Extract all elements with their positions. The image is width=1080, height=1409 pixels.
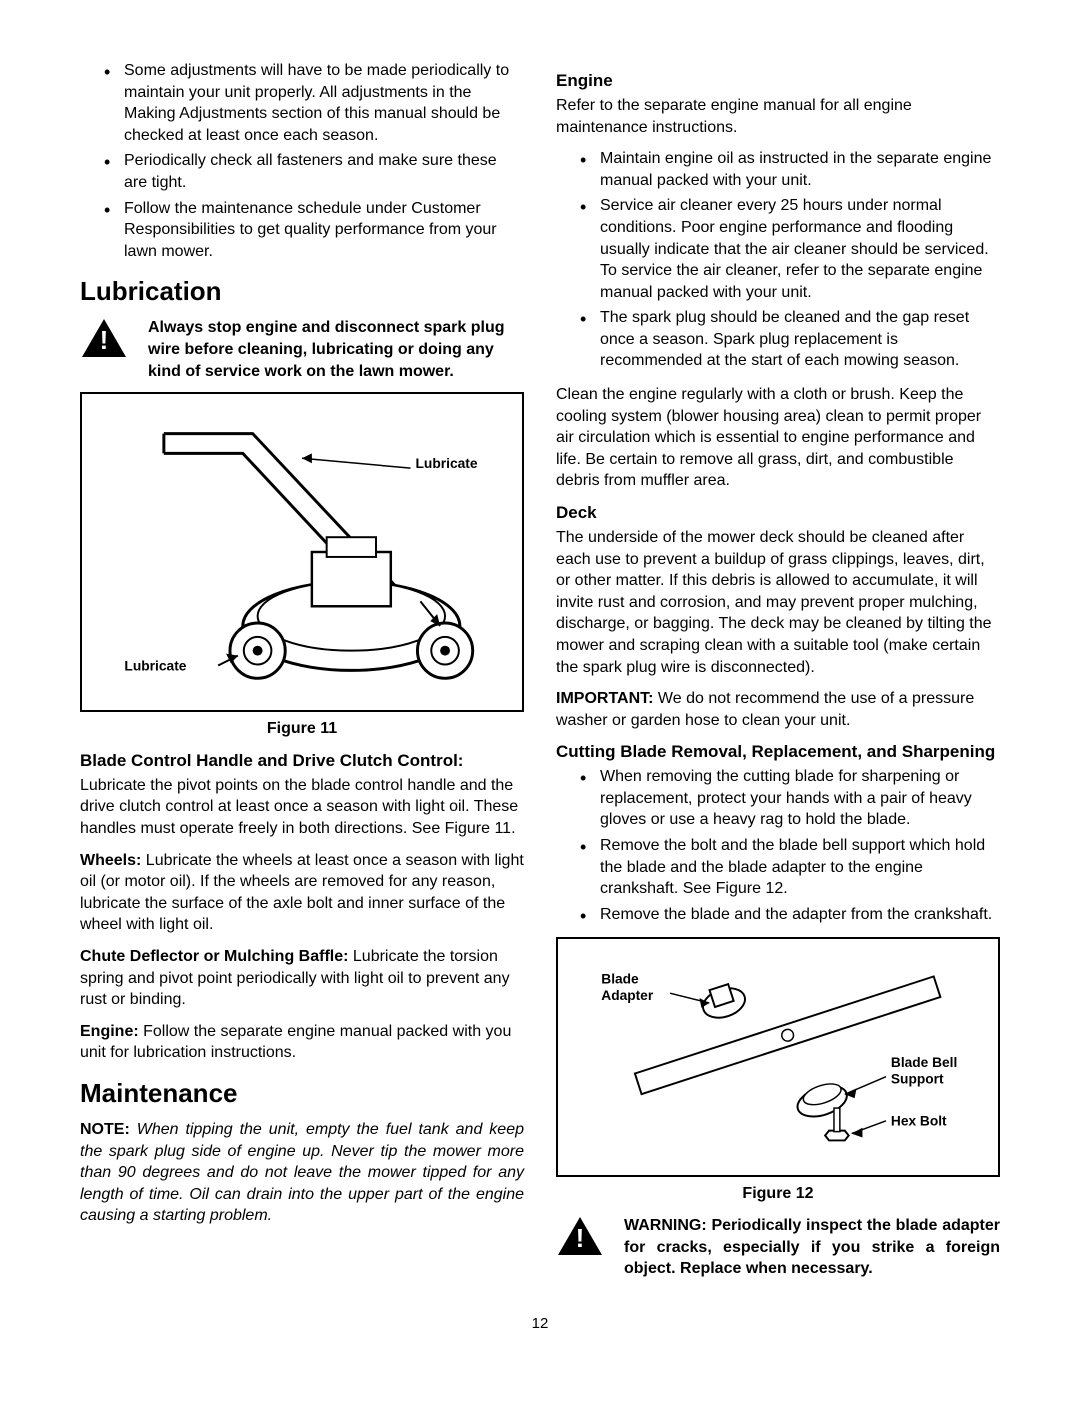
figure-11: Lubricate Lubricate — [80, 392, 524, 712]
chute-label: Chute Deflector or Mulching Baffle: — [80, 948, 348, 965]
bullet-item: Maintain engine oil as instructed in the… — [580, 148, 1000, 191]
cutting-heading: Cutting Blade Removal, Replacement, and … — [556, 741, 1000, 764]
figure-12-caption: Figure 12 — [556, 1183, 1000, 1205]
chute-para: Chute Deflector or Mulching Baffle: Lubr… — [80, 946, 524, 1011]
important-para: IMPORTANT: We do not recommend the use o… — [556, 688, 1000, 731]
bullet-item: Periodically check all fasteners and mak… — [104, 150, 524, 193]
fig12-label-adapter-1: Blade — [601, 972, 639, 987]
bullet-item: Service air cleaner every 25 hours under… — [580, 195, 1000, 303]
engine-heading: Engine — [556, 70, 1000, 93]
fig11-label-lubricate-bottom: Lubricate — [124, 658, 186, 674]
lubrication-warning: ! Always stop engine and disconnect spar… — [80, 317, 524, 382]
warning-triangle-icon: ! — [556, 1215, 604, 1257]
page-number: 12 — [80, 1314, 1000, 1334]
warning-triangle-icon: ! — [80, 317, 128, 359]
figure-11-caption: Figure 11 — [80, 718, 524, 740]
note-label: NOTE: — [80, 1121, 130, 1138]
lubrication-heading: Lubrication — [80, 274, 524, 309]
deck-heading: Deck — [556, 502, 1000, 525]
bullet-item: Some adjustments will have to be made pe… — [104, 60, 524, 146]
bullet-item: Remove the bolt and the blade bell suppo… — [580, 835, 1000, 900]
wheels-para: Wheels: Lubricate the wheels at least on… — [80, 850, 524, 936]
engine-lube-para: Engine: Follow the separate engine manua… — [80, 1021, 524, 1064]
wheels-label: Wheels: — [80, 852, 141, 869]
svg-text:!: ! — [576, 1223, 585, 1253]
blade-warning: ! WARNING: Periodically inspect the blad… — [556, 1215, 1000, 1280]
important-label: IMPORTANT: — [556, 690, 653, 707]
engine-lube-text: Follow the separate engine manual packed… — [80, 1023, 511, 1062]
warning-text: Always stop engine and disconnect spark … — [140, 317, 524, 382]
fig12-label-bell-1: Blade Bell — [891, 1055, 957, 1070]
bullet-item: When removing the cutting blade for shar… — [580, 766, 1000, 831]
blade-warning-text: WARNING: Periodically inspect the blade … — [616, 1215, 1000, 1280]
blade-control-heading: Blade Control Handle and Drive Clutch Co… — [80, 750, 524, 773]
fig12-label-bolt: Hex Bolt — [891, 1114, 947, 1129]
blade-control-text: Lubricate the pivot points on the blade … — [80, 775, 524, 840]
engine-clean-text: Clean the engine regularly with a cloth … — [556, 384, 1000, 492]
fig12-label-adapter-2: Adapter — [601, 988, 654, 1003]
engine-bullets: Maintain engine oil as instructed in the… — [556, 148, 1000, 372]
cutting-bullets: When removing the cutting blade for shar… — [556, 766, 1000, 925]
bullet-item: The spark plug should be cleaned and the… — [580, 307, 1000, 372]
maintenance-heading: Maintenance — [80, 1076, 524, 1111]
maintenance-note: NOTE: When tipping the unit, empty the f… — [80, 1119, 524, 1227]
figure-12: Blade Adapter Blade Bell Support Hex Bol… — [556, 937, 1000, 1177]
bullet-item: Remove the blade and the adapter from th… — [580, 904, 1000, 926]
intro-bullets: Some adjustments will have to be made pe… — [80, 60, 524, 262]
engine-intro: Refer to the separate engine manual for … — [556, 95, 1000, 138]
fig11-label-lubricate-top: Lubricate — [415, 455, 477, 471]
engine-lube-label: Engine: — [80, 1023, 139, 1040]
note-text: When tipping the unit, empty the fuel ta… — [80, 1121, 524, 1224]
bullet-item: Follow the maintenance schedule under Cu… — [104, 198, 524, 263]
deck-text: The underside of the mower deck should b… — [556, 527, 1000, 678]
svg-text:!: ! — [100, 325, 109, 355]
fig12-label-bell-2: Support — [891, 1072, 944, 1087]
wheels-text: Lubricate the wheels at least once a sea… — [80, 852, 524, 934]
